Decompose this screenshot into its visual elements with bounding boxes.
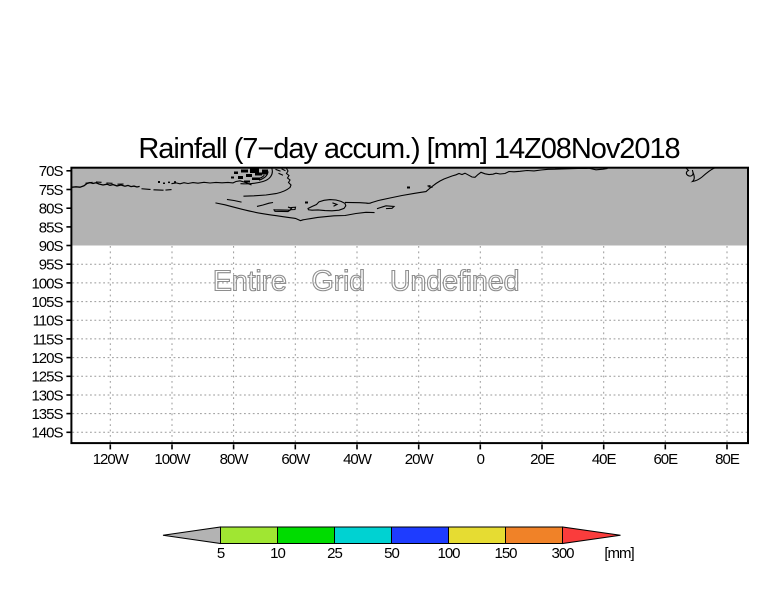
svg-text:120W: 120W: [93, 451, 130, 468]
svg-text:60W: 60W: [281, 451, 311, 468]
svg-text:135S: 135S: [31, 406, 63, 423]
svg-text:105S: 105S: [31, 294, 63, 311]
svg-text:5: 5: [217, 545, 225, 562]
svg-text:60E: 60E: [653, 451, 678, 468]
svg-text:150: 150: [494, 545, 517, 562]
svg-text:100W: 100W: [154, 451, 191, 468]
svg-text:130S: 130S: [31, 387, 63, 404]
svg-text:110S: 110S: [33, 313, 64, 330]
svg-text:25: 25: [327, 545, 342, 562]
svg-text:10: 10: [270, 545, 285, 562]
svg-text:0: 0: [477, 451, 485, 468]
svg-text:125S: 125S: [31, 369, 63, 386]
svg-text:Entire Grid Undefined: Entire Grid Undefined: [213, 266, 520, 298]
svg-text:100S: 100S: [31, 275, 63, 292]
svg-text:120S: 120S: [31, 350, 63, 367]
svg-text:40E: 40E: [592, 451, 617, 468]
svg-text:20E: 20E: [530, 451, 555, 468]
svg-text:75S: 75S: [39, 182, 64, 199]
svg-text:100: 100: [437, 545, 460, 562]
svg-text:90S: 90S: [39, 238, 64, 255]
svg-text:85S: 85S: [39, 219, 64, 236]
svg-text:300: 300: [551, 545, 574, 562]
svg-text:20W: 20W: [405, 451, 435, 468]
svg-text:95S: 95S: [39, 257, 64, 274]
svg-text:140S: 140S: [31, 425, 63, 442]
svg-text:70S: 70S: [39, 163, 64, 180]
svg-text:[mm]: [mm]: [604, 545, 634, 562]
svg-text:40W: 40W: [343, 451, 373, 468]
svg-text:Rainfall (7−day accum.) [mm] 1: Rainfall (7−day accum.) [mm] 14Z08Nov201…: [138, 133, 679, 165]
svg-text:80E: 80E: [715, 451, 740, 468]
svg-text:115S: 115S: [33, 331, 64, 348]
svg-text:80S: 80S: [39, 201, 64, 218]
svg-text:80W: 80W: [220, 451, 250, 468]
svg-text:50: 50: [384, 545, 399, 562]
